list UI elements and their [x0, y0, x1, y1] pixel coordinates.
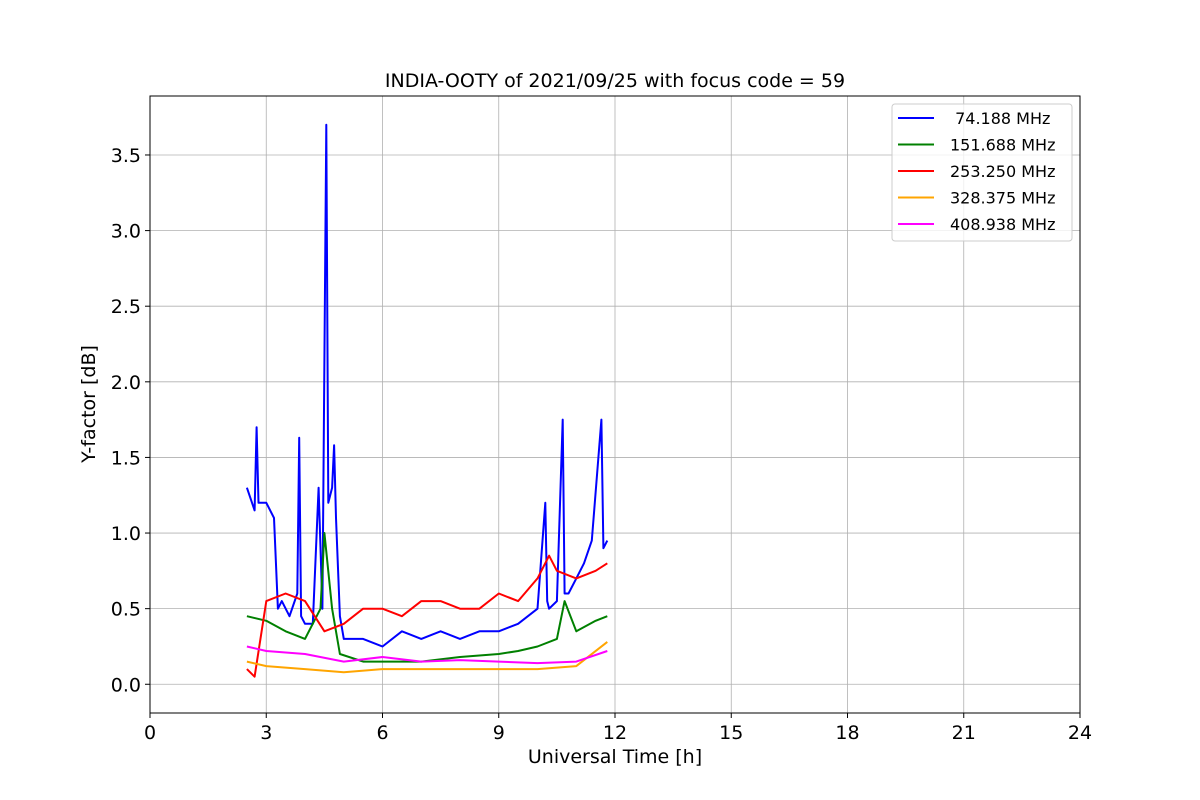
legend: 74.188 MHz 151.688 MHz 253.250 MHz 328.375 … — [891, 103, 1073, 242]
x-tick-label: 15 — [719, 722, 743, 744]
x-tick-label: 3 — [260, 722, 272, 744]
x-tick-label: 18 — [835, 722, 859, 744]
series-line-2 — [246, 554, 608, 678]
x-tick-label: 24 — [1068, 722, 1092, 744]
x-tick-label: 9 — [493, 722, 505, 744]
grid-lines — [149, 96, 1081, 713]
legend-box — [891, 103, 1073, 242]
legend-label: 253.250 MHz — [950, 162, 1055, 181]
series-line-1 — [246, 532, 608, 663]
chart-title: INDIA-OOTY of 2021/09/25 with focus code… — [385, 70, 845, 92]
series-line-3 — [246, 641, 608, 674]
y-tick-label: 0.5 — [111, 599, 141, 621]
x-tick-label: 0 — [144, 722, 156, 744]
plot-series — [245, 123, 609, 678]
y-tick-label: 1.0 — [111, 523, 141, 545]
x-axis-ticks: 0 3 6 9 12 15 18 21 24 — [144, 713, 1092, 744]
legend-label: 408.938 MHz — [950, 215, 1055, 234]
y-axis-label: Y-factor [dB] — [78, 345, 100, 464]
y-tick-label: 2.5 — [111, 296, 141, 318]
legend-label: 151.688 MHz — [950, 136, 1055, 155]
y-tick-label: 0.0 — [111, 674, 141, 696]
y-tick-label: 1.5 — [111, 447, 141, 469]
x-tick-label: 6 — [376, 722, 388, 744]
y-axis-ticks: 0.0 0.5 1.0 1.5 2.0 2.5 3.0 3.5 — [111, 145, 150, 696]
x-tick-label: 12 — [603, 722, 627, 744]
legend-label: 328.375 MHz — [950, 189, 1055, 208]
series-line-4 — [246, 645, 608, 665]
y-tick-label: 3.5 — [111, 145, 141, 167]
y-tick-label: 2.0 — [111, 372, 141, 394]
legend-label: 74.188 MHz — [950, 109, 1050, 128]
series-line-0 — [245, 123, 609, 648]
y-tick-label: 3.0 — [111, 221, 141, 243]
x-tick-label: 21 — [952, 722, 976, 744]
x-axis-label: Universal Time [h] — [528, 746, 702, 768]
